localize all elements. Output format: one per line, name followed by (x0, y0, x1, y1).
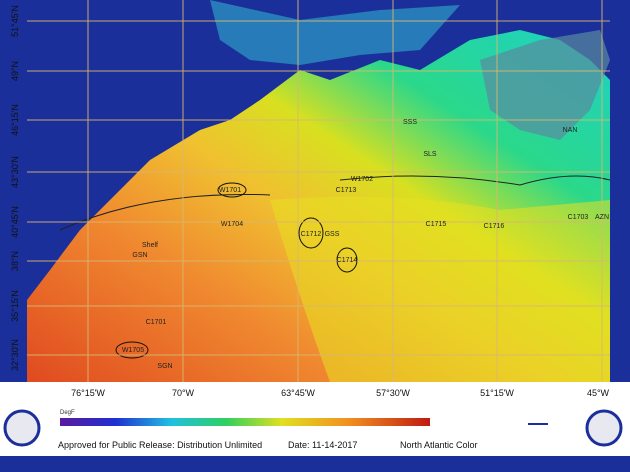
lon-label: 76°15'W (71, 388, 105, 398)
lat-label: 35°15'N (10, 290, 20, 322)
feature-label: GSN (132, 252, 147, 259)
feature-label: SSS (403, 119, 417, 126)
feature-label: C1714 (337, 257, 358, 264)
lat-label: 38°N (10, 251, 20, 271)
eddy-ring (115, 341, 149, 359)
lat-label: 46°15'N (10, 104, 20, 136)
eddy-ring (298, 217, 324, 249)
feature-label: GSS (325, 231, 340, 238)
feature-label: W1704 (221, 221, 243, 228)
lon-label: 57°30'W (376, 388, 410, 398)
feature-label: W1705 (122, 347, 144, 354)
feature-label: C1703 (568, 214, 589, 221)
feature-label: SGN (157, 363, 172, 370)
lat-label: 51°45'N (10, 5, 20, 37)
shelf-water (480, 30, 610, 140)
lon-label: 70°W (172, 388, 195, 398)
feature-label: C1713 (336, 187, 357, 194)
eddy-ring (336, 247, 358, 273)
colorbar (60, 418, 430, 426)
feature-label: C1712 (301, 231, 322, 238)
feature-label: AZN (595, 214, 609, 221)
feature-label: SLS (423, 151, 437, 158)
warm-pool (270, 196, 610, 382)
lon-label: 45°W (587, 388, 610, 398)
release-text: Approved for Public Release: Distributio… (58, 440, 262, 450)
feature-label: NAN (563, 127, 578, 134)
eddy-ring (217, 182, 247, 198)
feature-label: W1702 (351, 176, 373, 183)
land (27, 0, 610, 300)
feature-label: C1701 (146, 319, 167, 326)
lat-label: 49°N (10, 61, 20, 81)
feature-label: C1716 (484, 223, 505, 230)
feature-label: Shelf (142, 242, 158, 249)
gulf-water (210, 0, 460, 65)
lon-label: 51°15'W (480, 388, 514, 398)
lat-label: 40°45'N (10, 206, 20, 238)
logo-right (585, 409, 623, 447)
logo-left (3, 409, 41, 447)
colorbar-unit: DegF (60, 410, 75, 416)
front-line (59, 175, 611, 231)
date-text: Date: 11-14-2017 (288, 440, 357, 450)
lon-label: 63°45'W (281, 388, 315, 398)
product-text: North Atlantic Color (400, 440, 478, 450)
lat-label: 32°30'N (10, 339, 20, 371)
lat-label: 43°30'N (10, 156, 20, 188)
feature-label: C1715 (426, 221, 447, 228)
feature-label: W1701 (219, 187, 241, 194)
